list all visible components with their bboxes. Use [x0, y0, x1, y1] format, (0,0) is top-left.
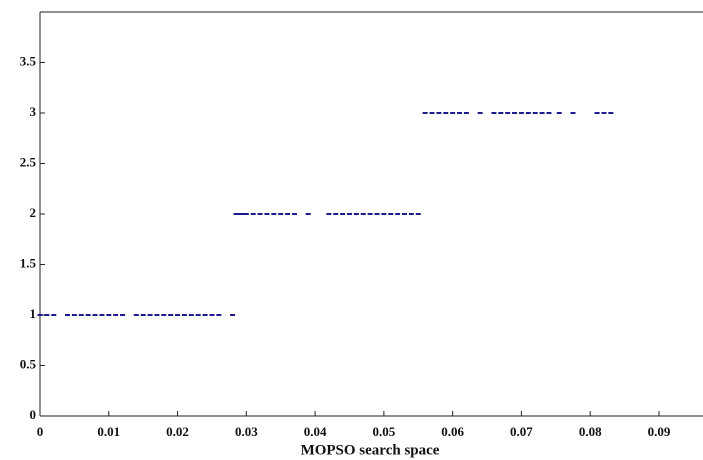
y-tick-label: 3.5 [20, 53, 37, 68]
point [422, 112, 428, 114]
x-tick-label: 0.05 [373, 424, 396, 439]
point [353, 213, 359, 215]
point [154, 314, 160, 316]
point [85, 314, 91, 316]
point [44, 314, 50, 316]
point [271, 213, 277, 215]
point [436, 112, 442, 114]
point [78, 314, 84, 316]
y-tick-label: 0.5 [20, 356, 37, 371]
point [388, 213, 394, 215]
point [556, 112, 562, 114]
point [429, 112, 435, 114]
point [161, 314, 167, 316]
point [106, 314, 112, 316]
point [326, 213, 332, 215]
point [113, 314, 119, 316]
point [188, 314, 194, 316]
point [92, 314, 98, 316]
point [250, 213, 256, 215]
x-tick-label: 0.02 [166, 424, 189, 439]
point [209, 314, 215, 316]
x-tick-label: 0.08 [579, 424, 602, 439]
point [140, 314, 146, 316]
point [233, 213, 239, 215]
point [230, 314, 236, 316]
point [415, 213, 421, 215]
y-tick-label: 1 [30, 306, 37, 321]
point [381, 213, 387, 215]
point [133, 314, 139, 316]
point [491, 112, 497, 114]
point [333, 213, 339, 215]
point [216, 314, 222, 316]
point [236, 213, 242, 215]
x-tick-label: 0.04 [304, 424, 327, 439]
point [443, 112, 449, 114]
point [601, 112, 607, 114]
point [168, 314, 174, 316]
point [257, 213, 263, 215]
point [71, 314, 77, 316]
point [402, 213, 408, 215]
point [65, 314, 71, 316]
point [243, 213, 249, 215]
point [594, 112, 600, 114]
point [457, 112, 463, 114]
point [264, 213, 270, 215]
y-tick-label: 1.5 [20, 255, 37, 270]
point [408, 213, 414, 215]
point [463, 112, 469, 114]
point [285, 213, 291, 215]
point [240, 213, 246, 215]
x-tick-label: 0.03 [235, 424, 258, 439]
point [570, 112, 576, 114]
point [532, 112, 538, 114]
point [202, 314, 208, 316]
x-tick-label: 0.06 [441, 424, 464, 439]
point [512, 112, 518, 114]
point [147, 314, 153, 316]
point [291, 213, 297, 215]
point [340, 213, 346, 215]
point [360, 213, 366, 215]
point [99, 314, 105, 316]
x-tick-label: 0.07 [510, 424, 533, 439]
x-tick-label: 0.09 [648, 424, 671, 439]
point [518, 112, 524, 114]
point [51, 314, 57, 316]
point [181, 314, 187, 316]
point [539, 112, 545, 114]
point [374, 213, 380, 215]
point [608, 112, 614, 114]
y-tick-label: 0 [30, 407, 37, 422]
point [278, 213, 284, 215]
point [175, 314, 181, 316]
point [477, 112, 483, 114]
point [195, 314, 201, 316]
point [450, 112, 456, 114]
point [346, 213, 352, 215]
x-tick-label: 0.01 [97, 424, 120, 439]
point [546, 112, 552, 114]
point [525, 112, 531, 114]
point [305, 213, 311, 215]
point [498, 112, 504, 114]
x-tick-label: 0 [37, 424, 44, 439]
y-tick-label: 2 [30, 205, 37, 220]
point [120, 314, 126, 316]
y-tick-label: 2.5 [20, 154, 37, 169]
x-axis-label: MOPSO search space [301, 442, 440, 458]
point [37, 314, 43, 316]
point [505, 112, 511, 114]
y-tick-label: 3 [30, 104, 37, 119]
point [395, 213, 401, 215]
point [367, 213, 373, 215]
